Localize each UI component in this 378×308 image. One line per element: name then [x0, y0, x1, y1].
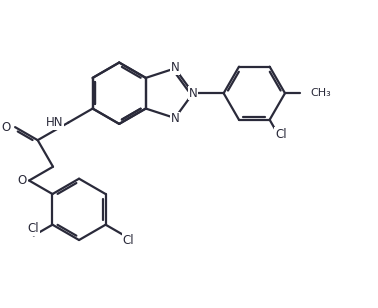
Text: Cl: Cl — [275, 128, 287, 141]
Text: Cl: Cl — [122, 233, 134, 246]
Text: O: O — [2, 121, 11, 134]
Text: Cl: Cl — [28, 222, 39, 235]
Text: N: N — [171, 112, 180, 125]
Text: O: O — [17, 174, 26, 187]
Text: N: N — [171, 61, 180, 74]
Text: CH₃: CH₃ — [310, 88, 331, 98]
Text: HN: HN — [46, 116, 64, 129]
Text: N: N — [189, 87, 197, 100]
